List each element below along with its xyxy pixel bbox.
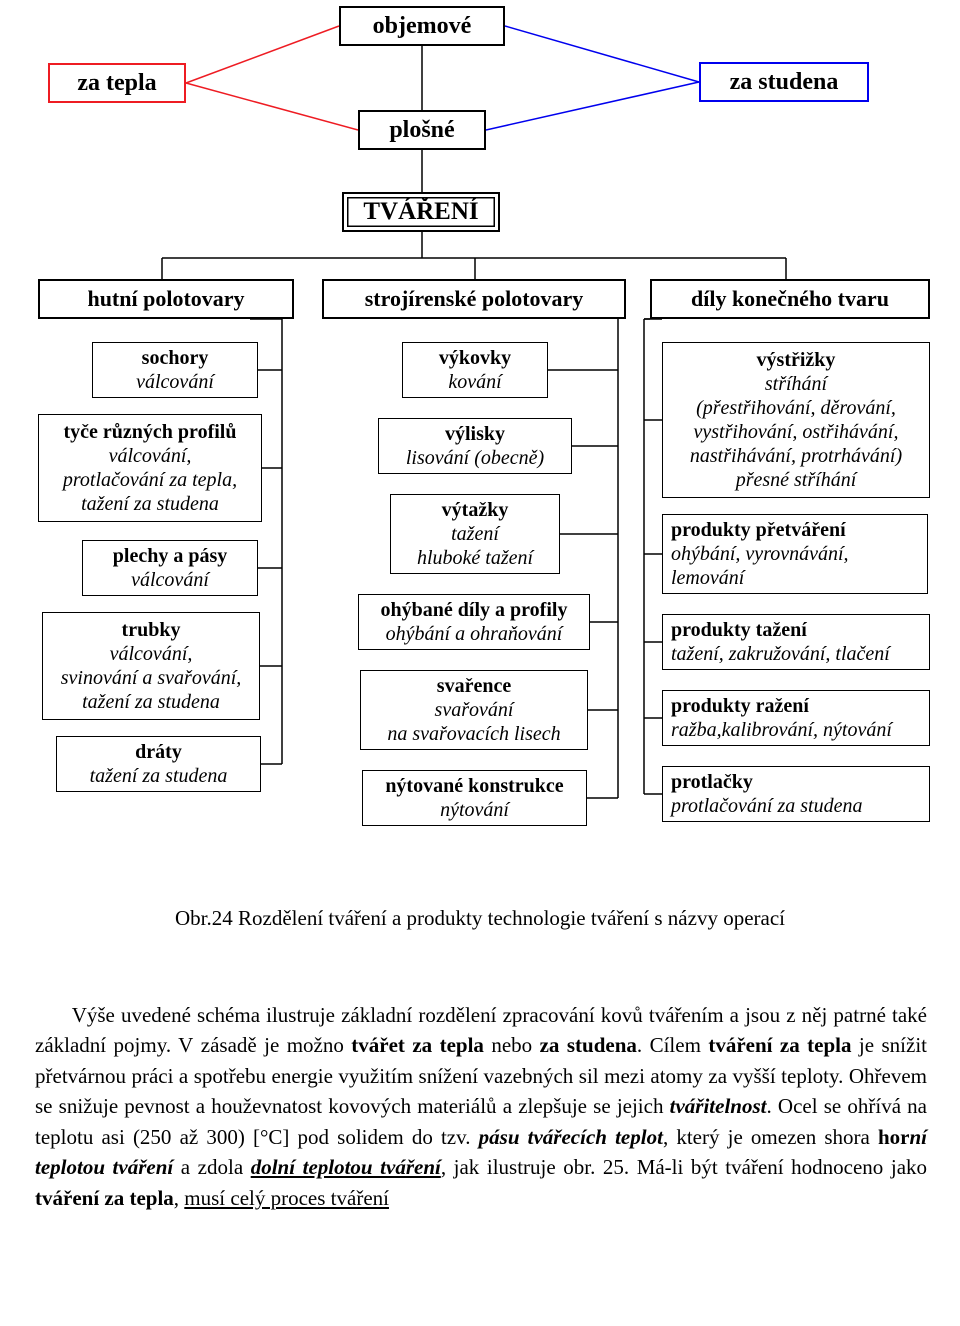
node-title: výkovky: [439, 346, 511, 370]
col1-item-3: trubkyválcování,svinování a svařování,ta…: [42, 612, 260, 720]
node-subtitle: ražba,kalibrování, nýtování: [671, 718, 892, 742]
node-title: nýtované konstrukce: [385, 774, 563, 798]
node-title: výtažky: [442, 498, 509, 522]
node-title: produkty přetváření: [671, 518, 846, 542]
col2-item-5: nýtované konstrukcenýtování: [362, 770, 587, 826]
node-zastudena: za studena: [699, 62, 869, 102]
node-objemove: objemové: [339, 6, 505, 46]
node-title: výlisky: [445, 422, 505, 446]
col3-item-0: výstřižkystříhání(přestřihování, děrován…: [662, 342, 930, 498]
col1-item-1: tyče různých profilůválcování,protlačová…: [38, 414, 262, 522]
col3-item-3: produkty raženíražba,kalibrování, nýtová…: [662, 690, 930, 746]
col2-item-3: ohýbané díly a profilyohýbání a ohraňová…: [358, 594, 590, 650]
node-label: TVÁŘENÍ: [363, 197, 478, 227]
category-dily: díly konečného tvaru: [650, 279, 930, 319]
col3-item-4: protlačkyprotlačování za studena: [662, 766, 930, 822]
node-label: za studena: [730, 68, 839, 97]
node-title: ohýbané díly a profily: [381, 598, 568, 622]
node-subtitle: ohýbání a ohraňování: [386, 622, 563, 646]
node-subtitle: ohýbání, vyrovnávání,lemování: [671, 542, 849, 590]
node-subtitle: nýtování: [440, 798, 509, 822]
node-subtitle: válcování: [136, 370, 214, 394]
col2-item-4: svařencesvařovánína svařovacích lisech: [360, 670, 588, 750]
node-subtitle: tažení za studena: [90, 764, 228, 788]
node-title: produkty tažení: [671, 618, 807, 642]
col2-item-2: výtažkytaženíhluboké tažení: [390, 494, 560, 574]
node-title: protlačky: [671, 770, 753, 794]
node-subtitle: taženíhluboké tažení: [417, 522, 533, 570]
col1-item-2: plechy a pásyválcování: [82, 540, 258, 596]
node-title: tyče různých profilů: [64, 420, 237, 444]
node-subtitle: stříhání(přestřihování, děrování,vystřih…: [690, 372, 902, 492]
node-subtitle: válcování: [131, 568, 209, 592]
node-title: produkty ražení: [671, 694, 809, 718]
node-subtitle: kování: [448, 370, 501, 394]
node-title: sochory: [142, 346, 209, 370]
category-hutni: hutní polotovary: [38, 279, 294, 319]
figure-caption: Obr.24 Rozdělení tváření a produkty tech…: [0, 906, 960, 931]
col3-item-2: produkty taženítažení, zakružování, tlač…: [662, 614, 930, 670]
node-subtitle: válcování,svinování a svařování,tažení z…: [61, 642, 242, 714]
col2-item-0: výkovkykování: [402, 342, 548, 398]
node-label: objemové: [373, 12, 472, 41]
col1-item-4: drátytažení za studena: [56, 736, 261, 792]
body-paragraph: Výše uvedené schéma ilustruje základní r…: [35, 1000, 927, 1213]
node-title: dráty: [135, 740, 182, 764]
node-label: za tepla: [77, 69, 156, 98]
node-title: výstřižky: [757, 348, 836, 372]
node-title: trubky: [122, 618, 181, 642]
col2-item-1: výliskylisování (obecně): [378, 418, 572, 474]
node-plosne: plošné: [358, 110, 486, 150]
col1-item-0: sochoryválcování: [92, 342, 258, 398]
node-label: díly konečného tvaru: [691, 286, 889, 312]
node-title: svařence: [437, 674, 511, 698]
node-subtitle: protlačování za studena: [671, 794, 862, 818]
node-label: plošné: [389, 116, 454, 145]
node-subtitle: lisování (obecně): [406, 446, 544, 470]
node-label: strojírenské polotovary: [365, 286, 584, 312]
node-tvareni: TVÁŘENÍ: [342, 192, 500, 232]
category-strojir: strojírenské polotovary: [322, 279, 626, 319]
node-subtitle: válcování,protlačování za tepla,tažení z…: [63, 444, 237, 516]
node-label: hutní polotovary: [87, 286, 244, 312]
node-zatepla: za tepla: [48, 63, 186, 103]
node-subtitle: svařovánína svařovacích lisech: [387, 698, 560, 746]
node-subtitle: tažení, zakružování, tlačení: [671, 642, 890, 666]
col3-item-1: produkty přetvářeníohýbání, vyrovnávání,…: [662, 514, 928, 594]
node-title: plechy a pásy: [113, 544, 227, 568]
